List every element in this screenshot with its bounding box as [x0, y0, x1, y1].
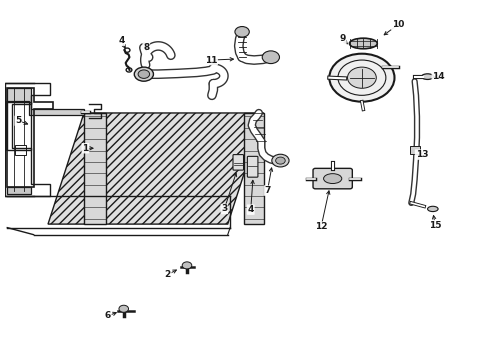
FancyBboxPatch shape [312, 168, 351, 189]
Text: 1: 1 [82, 144, 88, 153]
FancyBboxPatch shape [232, 154, 243, 170]
Text: 7: 7 [264, 186, 270, 195]
Text: 9: 9 [339, 34, 345, 43]
Bar [409, 147, 420, 154]
Circle shape [234, 27, 249, 37]
Text: 4: 4 [118, 36, 124, 45]
Polygon shape [48, 113, 263, 224]
Text: 15: 15 [428, 221, 441, 230]
Ellipse shape [427, 206, 437, 212]
Text: 6: 6 [104, 311, 111, 320]
Text: 2: 2 [164, 270, 171, 279]
Text: 3: 3 [221, 204, 227, 213]
Text: 12: 12 [314, 222, 327, 231]
Text: 13: 13 [415, 150, 427, 159]
Circle shape [119, 305, 128, 312]
Circle shape [138, 70, 149, 78]
Text: 14: 14 [431, 72, 444, 81]
FancyBboxPatch shape [247, 156, 257, 177]
Circle shape [271, 154, 288, 167]
Ellipse shape [349, 38, 376, 49]
Circle shape [262, 51, 279, 64]
Polygon shape [7, 187, 31, 194]
Ellipse shape [421, 74, 433, 80]
Polygon shape [244, 113, 263, 224]
Text: 11: 11 [204, 55, 217, 64]
Text: 10: 10 [391, 20, 403, 29]
Circle shape [134, 67, 153, 81]
Circle shape [182, 262, 191, 269]
Bar [16, 145, 26, 155]
Ellipse shape [323, 174, 341, 184]
Polygon shape [84, 113, 105, 224]
Polygon shape [7, 88, 84, 115]
Text: 8: 8 [143, 43, 149, 52]
Circle shape [347, 67, 376, 88]
Text: 4: 4 [247, 205, 253, 214]
Circle shape [328, 54, 394, 102]
Text: 5: 5 [15, 116, 21, 125]
Circle shape [275, 157, 285, 164]
